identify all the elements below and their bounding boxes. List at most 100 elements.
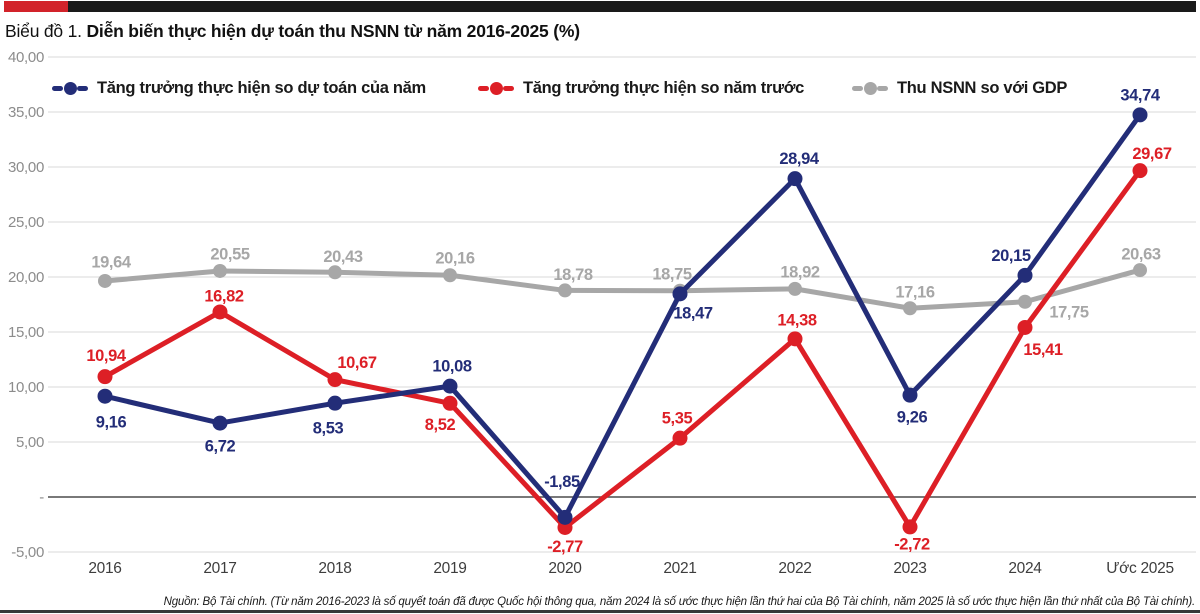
data-point-label: 15,41	[1023, 341, 1063, 359]
legend-line-icon	[852, 85, 863, 91]
data-point-label: 9,26	[897, 409, 928, 427]
data-point-label: 17,75	[1049, 303, 1089, 321]
data-point-label: 20,63	[1121, 246, 1161, 264]
data-point-red	[327, 372, 343, 388]
legend-line-icon	[503, 85, 514, 91]
y-tick-label: -	[39, 489, 44, 506]
legend-line-dot-marker-navy	[52, 81, 88, 95]
data-point-navy	[557, 509, 573, 525]
y-tick-label: 10,00	[8, 379, 44, 396]
data-point-label: 20,43	[323, 248, 363, 266]
series-line-navy	[102, 112, 1143, 520]
x-tick-label: 2017	[203, 560, 236, 577]
legend-item-gray: Thu NSNN so với GDP	[852, 76, 1067, 100]
x-tick-label: 2020	[548, 560, 582, 577]
data-point-label: 10,08	[432, 358, 472, 376]
legend-line-icon	[478, 85, 489, 91]
y-tick-label: 25,00	[8, 214, 44, 231]
data-point-label: 34,74	[1120, 86, 1161, 104]
data-point-gray	[213, 263, 227, 278]
legend-dot-icon	[863, 81, 877, 95]
data-point-label: 16,82	[204, 287, 244, 305]
legend-line-icon	[77, 85, 88, 91]
x-tick-label: 2022	[778, 560, 811, 577]
data-point-red	[1132, 163, 1148, 179]
data-point-label: 18,78	[553, 266, 593, 284]
data-point-navy	[1017, 267, 1033, 283]
data-point-red	[902, 519, 918, 535]
data-point-label: 14,38	[777, 311, 817, 329]
data-point-navy	[902, 387, 918, 403]
data-point-gray	[558, 283, 572, 298]
data-point-label: 5,35	[662, 410, 693, 428]
data-point-red	[442, 395, 458, 411]
legend-label: Tăng trưởng thực hiện so dự toán của năm	[97, 78, 426, 97]
data-point-label: 17,16	[895, 284, 935, 302]
y-tick-label: 20,00	[8, 269, 44, 286]
top-accent-bar	[4, 1, 1196, 12]
chart-title: Biểu đồ 1. Diễn biến thực hiện dự toán t…	[5, 21, 580, 42]
legend-item-navy: Tăng trưởng thực hiện so dự toán của năm	[52, 76, 426, 100]
legend-line-icon	[877, 85, 888, 91]
data-point-label: 18,92	[780, 263, 820, 281]
data-point-label: 10,67	[337, 354, 377, 372]
data-point-gray	[1133, 263, 1147, 278]
data-point-label: 29,67	[1132, 145, 1172, 163]
data-point-navy	[212, 415, 228, 431]
data-point-label: 9,16	[96, 414, 127, 432]
x-tick-label: 2019	[433, 560, 466, 577]
data-point-navy	[97, 388, 113, 404]
legend-label: Tăng trưởng thực hiện so năm trước	[523, 78, 805, 97]
legend-dot-icon	[63, 81, 77, 95]
legend-dot-icon	[489, 81, 503, 95]
legend-line-dot-marker-gray	[852, 81, 888, 95]
data-point-gray	[903, 301, 917, 316]
legend-line-icon	[52, 85, 63, 91]
data-point-gray	[1018, 294, 1032, 309]
data-point-label: 20,16	[435, 250, 475, 268]
legend-item-red: Tăng trưởng thực hiện so năm trước	[478, 76, 804, 100]
data-point-label: 6,72	[205, 438, 236, 456]
data-point-label: -2,72	[894, 535, 930, 553]
chart-title-main: Diễn biến thực hiện dự toán thu NSNN từ …	[86, 21, 580, 41]
data-point-red	[672, 430, 688, 446]
data-point-label: 28,94	[779, 150, 820, 168]
x-tick-label: 2023	[893, 560, 926, 577]
legend: Tăng trưởng thực hiện so dự toán của năm…	[0, 76, 1200, 100]
data-point-label: 20,15	[991, 247, 1031, 265]
series-line-gray	[102, 267, 1143, 311]
legend-line-dot-marker-red	[478, 81, 514, 95]
y-tick-label: 35,00	[8, 104, 44, 121]
data-point-red	[1017, 319, 1033, 335]
data-point-label: -1,85	[544, 473, 580, 491]
x-tick-label: 2021	[663, 560, 696, 577]
data-point-red	[212, 304, 228, 320]
x-tick-label: Ước 2025	[1106, 560, 1174, 577]
legend-label: Thu NSNN so với GDP	[897, 78, 1068, 97]
data-point-label: 10,94	[86, 347, 127, 365]
y-tick-label: 15,00	[8, 324, 44, 341]
data-point-red	[787, 331, 803, 347]
data-point-gray	[98, 273, 112, 288]
x-tick-label: 2024	[1008, 560, 1042, 577]
y-tick-label: 30,00	[8, 159, 44, 176]
x-tick-label: 2016	[88, 560, 121, 577]
source-note: Nguồn: Bộ Tài chính. (Từ năm 2016-2023 l…	[163, 596, 1196, 608]
data-point-label: 18,75	[652, 265, 692, 283]
bottom-border	[0, 610, 1200, 613]
data-point-navy	[787, 171, 803, 187]
data-point-navy	[327, 395, 343, 411]
data-point-navy	[442, 378, 458, 394]
data-point-gray	[443, 268, 457, 283]
data-point-label: 8,52	[425, 416, 456, 434]
y-tick-label: 5,00	[16, 434, 44, 451]
top-accent-bar-red-segment	[4, 1, 68, 12]
data-point-red	[97, 369, 113, 385]
data-point-navy	[1132, 107, 1148, 123]
y-tick-label: 40,00	[8, 49, 44, 66]
x-tick-label: 2018	[318, 560, 351, 577]
data-point-label: 19,64	[91, 253, 132, 271]
data-point-label: 20,55	[210, 245, 250, 263]
